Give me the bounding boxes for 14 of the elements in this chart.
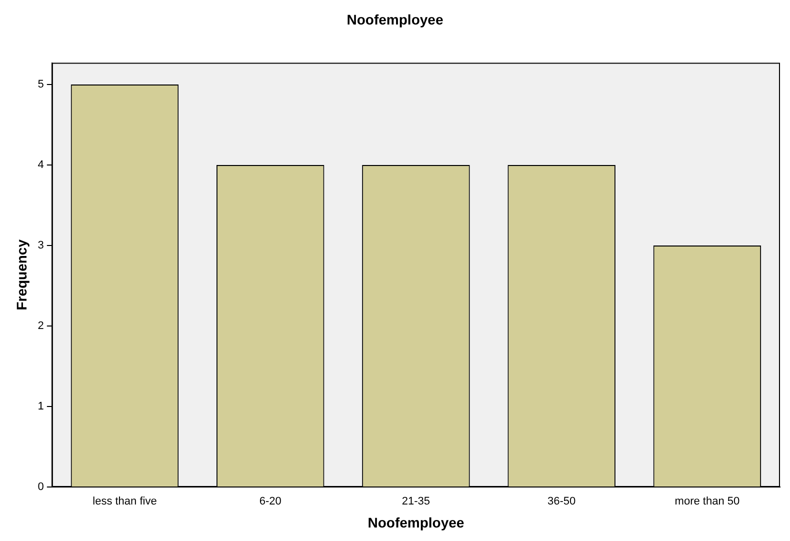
- x-tick-label: 6-20: [259, 496, 282, 508]
- y-tick-label: 4: [38, 159, 44, 172]
- y-tick-label: 3: [38, 240, 44, 252]
- y-axis-title: Frequency: [13, 239, 30, 310]
- x-tick-label: 21-35: [402, 496, 430, 508]
- chart-title: Noofemployee: [346, 11, 444, 28]
- x-axis-title: Noofemployee: [368, 514, 464, 530]
- y-tick-label: 5: [38, 78, 44, 91]
- x-tick-label: less than five: [92, 496, 157, 508]
- y-tick-label: 0: [38, 481, 44, 494]
- x-tick-label: 36-50: [548, 496, 576, 508]
- y-tick-label: 2: [38, 320, 44, 332]
- x-tick-label: more than 50: [674, 496, 740, 508]
- y-tick-label: 1: [38, 400, 44, 413]
